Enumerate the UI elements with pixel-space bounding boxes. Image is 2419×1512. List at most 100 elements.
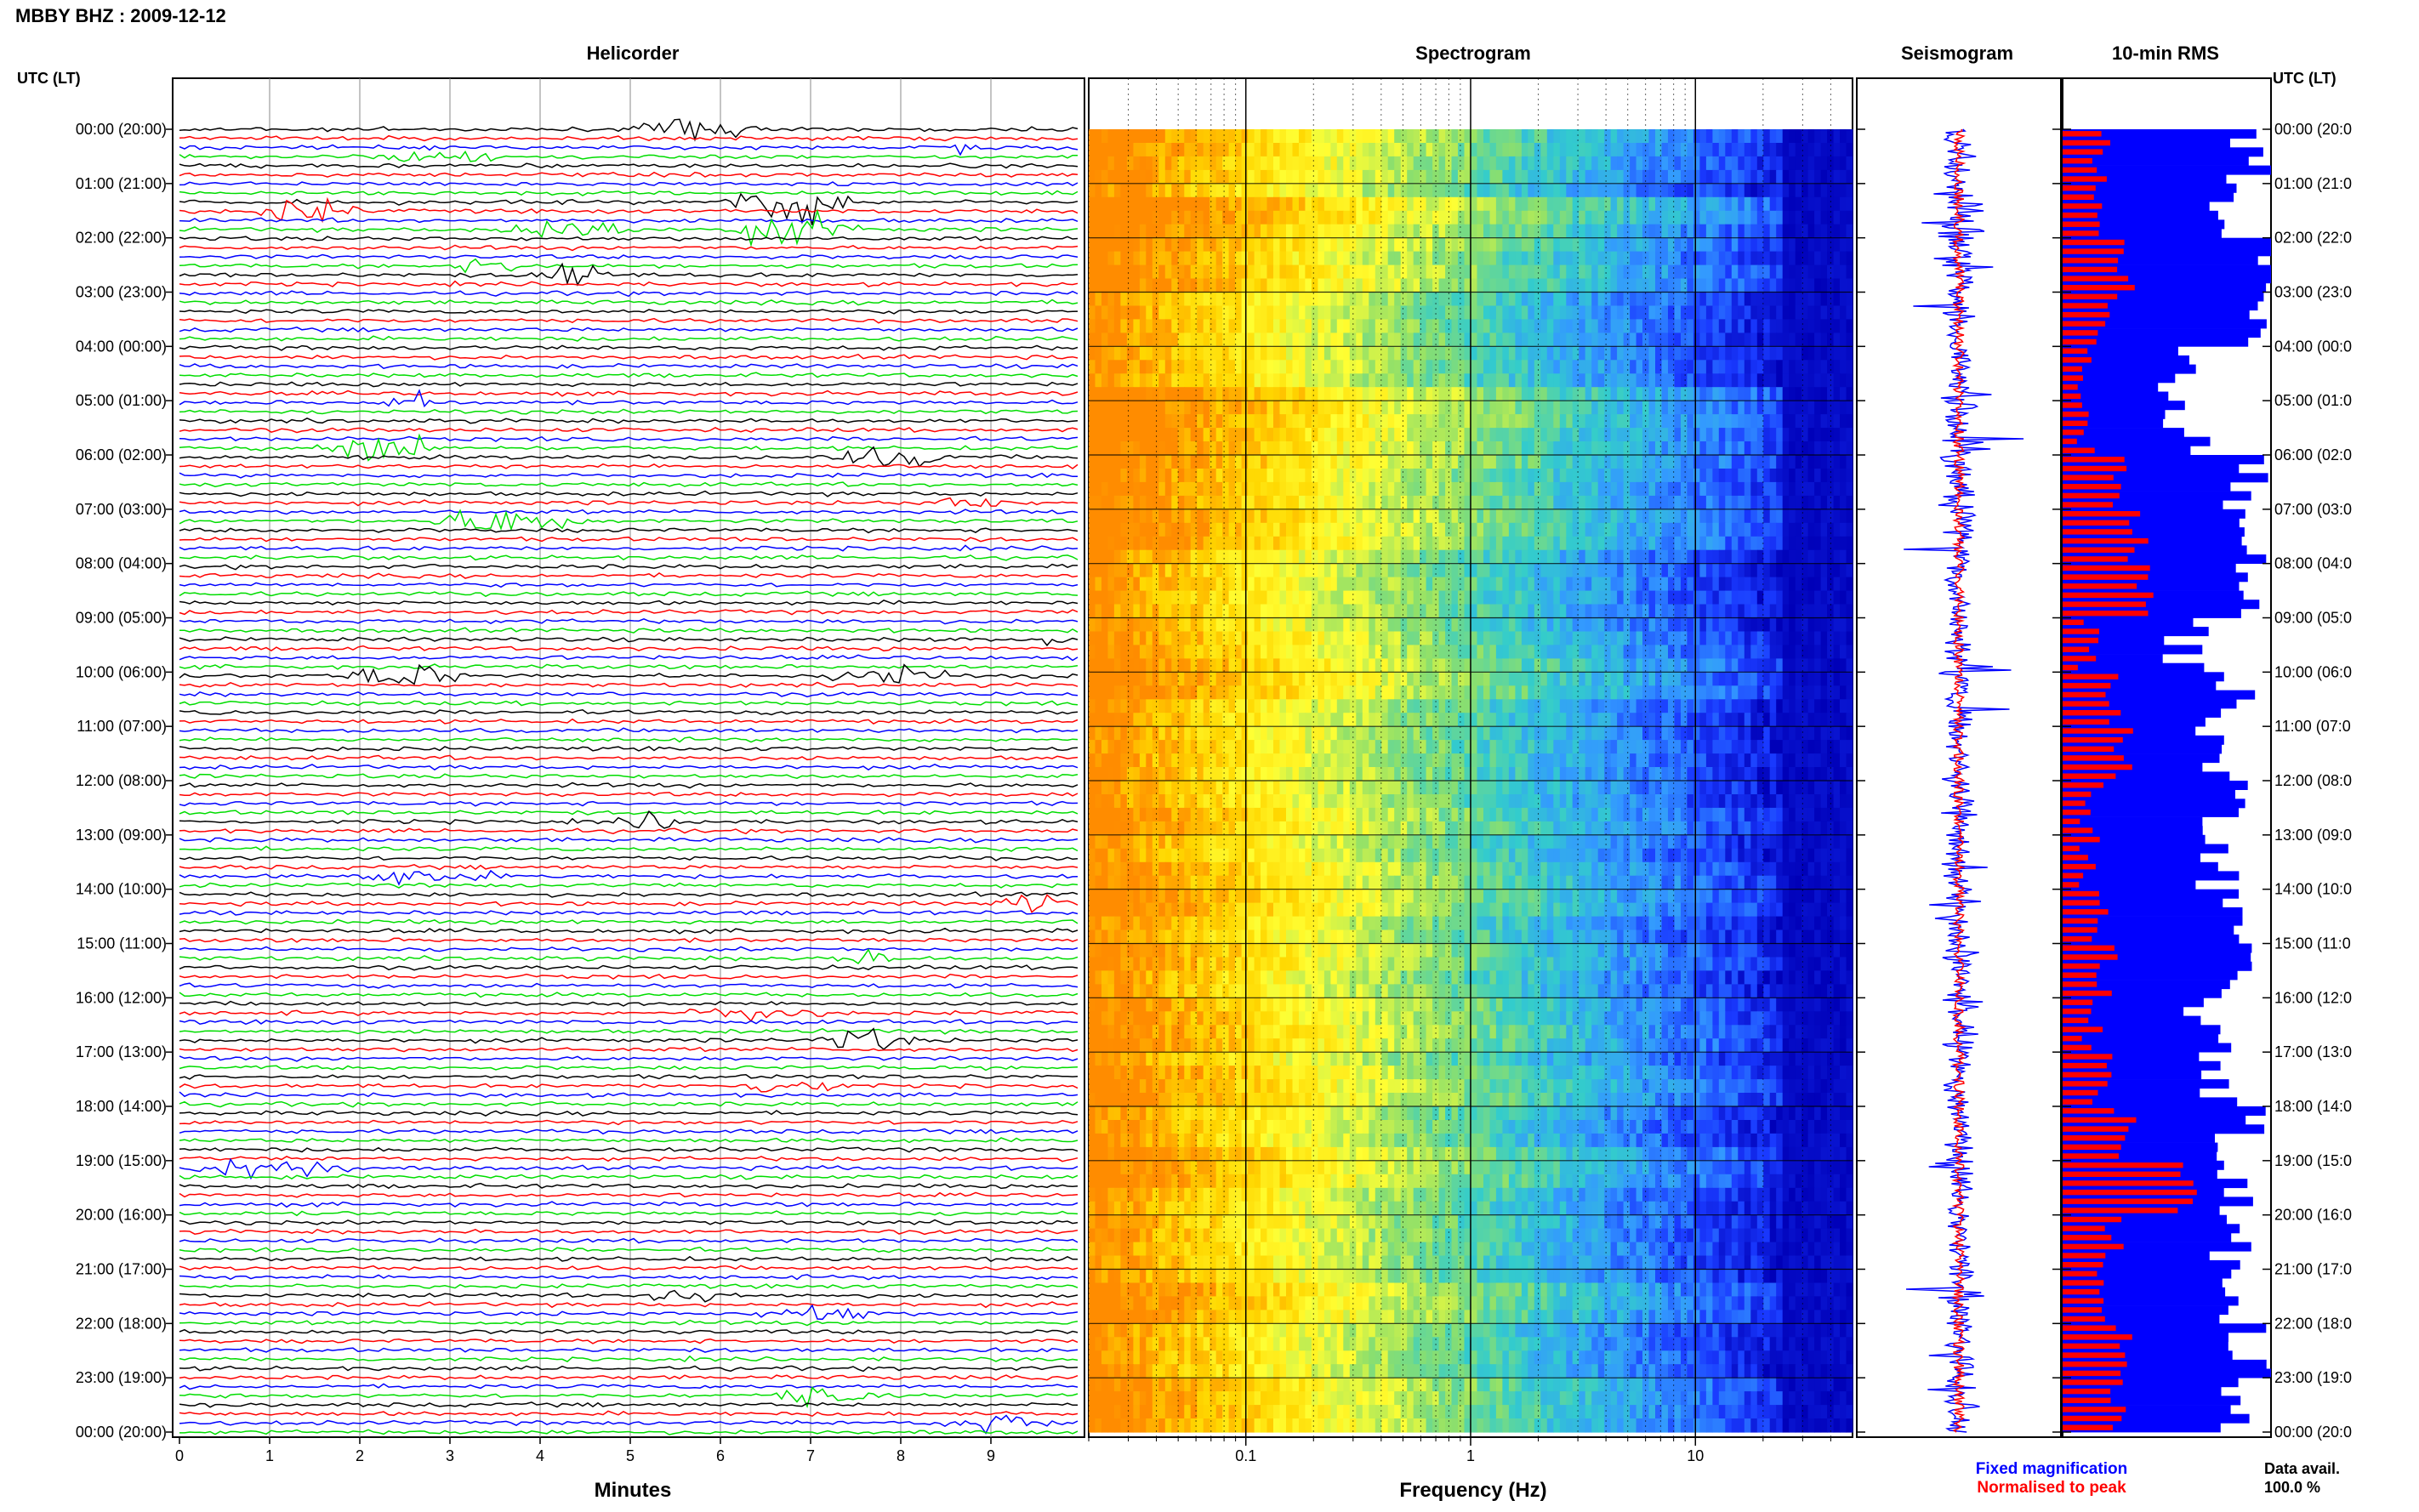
spectrogram-cell [1292, 360, 1300, 374]
spectrogram-cell [1585, 401, 1592, 415]
spectrogram-cell [1343, 387, 1351, 401]
spectrogram-cell [1617, 360, 1625, 374]
spectrogram-cell [1738, 278, 1745, 293]
spectrogram-cell [1604, 401, 1612, 415]
spectrogram-cell [1426, 509, 1433, 524]
spectrogram-cell [1095, 169, 1102, 185]
spectrogram-cell [1668, 631, 1676, 646]
spectrogram-cell [1254, 360, 1261, 374]
spectrogram-cell [1681, 156, 1688, 171]
spectrogram-cell [1133, 428, 1141, 442]
spectrogram-cell [1521, 156, 1528, 171]
spectrogram-cell [1681, 196, 1688, 212]
spectrogram-cell [1782, 658, 1790, 673]
spectrogram-cell [1782, 536, 1790, 551]
spectrogram-cell [1642, 509, 1650, 524]
spectrogram-cell [1451, 617, 1459, 633]
spectrogram-cell [1642, 481, 1650, 497]
spectrogram-cell [1177, 251, 1185, 266]
spectrogram-cell [1311, 305, 1318, 321]
spectrogram-cell [1782, 292, 1790, 307]
spectrogram-cell [1139, 183, 1147, 198]
spectrogram-cell [1795, 522, 1802, 537]
spectrogram-cell [1311, 387, 1318, 401]
spectrogram-cell [1273, 617, 1281, 633]
spectrogram-cell [1254, 292, 1261, 307]
spectrogram-cell [1579, 278, 1586, 293]
spectrogram-cell [1323, 333, 1331, 347]
spectrogram-cell [1356, 251, 1363, 266]
spectrogram-cell [1515, 129, 1523, 144]
spectrogram-cell [1299, 210, 1306, 225]
spectrogram-cell [1489, 631, 1497, 646]
spectrogram-cell [1113, 319, 1121, 333]
spectrogram-cell [1502, 495, 1510, 510]
spectrogram-cell [1795, 210, 1802, 225]
spectrogram-cell [1668, 387, 1676, 401]
spectrogram-cell [1579, 264, 1586, 280]
spectrogram-cell [1674, 401, 1682, 415]
spectrogram-cell [1375, 549, 1382, 565]
spectrogram-cell [1495, 264, 1503, 280]
spectrogram-cell [1617, 305, 1625, 321]
spectrogram-cell [1394, 481, 1402, 497]
spectrogram-cell [1591, 387, 1599, 401]
spectrogram-cell [1387, 522, 1395, 537]
spectrogram-cell [1203, 414, 1210, 429]
spectrogram-cell [1113, 292, 1121, 307]
spectrogram-cell [1489, 169, 1497, 185]
spectrogram-cell [1738, 292, 1745, 307]
spectrogram-cell [1139, 414, 1147, 429]
spectrogram-cell [1705, 346, 1713, 361]
spectrogram-cell [1171, 481, 1179, 497]
spectrogram-cell [1744, 631, 1751, 646]
spectrogram-cell [1801, 319, 1809, 333]
spectrogram-cell [1171, 522, 1179, 537]
spectrogram-cell [1120, 455, 1128, 469]
spectrogram-cell [1579, 360, 1586, 374]
spectrogram-cell [1394, 251, 1402, 266]
utc-label-right: UTC (LT) [2273, 70, 2336, 87]
spectrogram-cell [1311, 129, 1318, 144]
spectrogram-cell [1483, 196, 1491, 212]
spectrogram-cell [1827, 387, 1835, 401]
spectrogram-cell [1801, 183, 1809, 198]
spectrogram-cell [1413, 658, 1420, 673]
spectrogram-cell [1248, 156, 1255, 171]
spectrogram-cell [1164, 469, 1172, 483]
spectrogram-cell [1789, 251, 1796, 266]
spectrogram-cell [1261, 645, 1268, 659]
spectrogram-cell [1323, 577, 1331, 592]
spectrogram-cell [1190, 183, 1198, 198]
spectrogram-cell [1674, 522, 1682, 537]
spectrogram-cell [1101, 536, 1109, 551]
spectrogram-cell [1585, 333, 1592, 347]
spectrogram-cell [1725, 617, 1733, 633]
spectrogram-cell [1222, 143, 1230, 157]
spectrogram-cell [1540, 373, 1548, 388]
spectrogram-cell [1489, 414, 1497, 429]
spectrogram-cell [1139, 129, 1147, 144]
spectrogram-cell [1323, 387, 1331, 401]
spectrogram-cell [1566, 481, 1574, 497]
spectrogram-cell [1177, 169, 1185, 185]
spectrogram-cell [1113, 210, 1121, 225]
spectrogram-cell [1279, 536, 1287, 551]
spectrogram-cell [1699, 509, 1707, 524]
spectrogram-cell [1394, 196, 1402, 212]
spectrogram-cell [1814, 169, 1822, 185]
spectrogram-cell [1305, 563, 1312, 578]
spectrogram-cell [1413, 224, 1420, 239]
spectrogram-cell [1101, 617, 1109, 633]
spectrogram-cell [1534, 522, 1541, 537]
spectrogram-cell [1636, 333, 1643, 347]
spectrogram-cell [1336, 481, 1344, 497]
spectrogram-cell [1515, 183, 1523, 198]
spectrogram-cell [1502, 210, 1510, 225]
spectrogram-cell [1210, 292, 1217, 307]
spectrogram-cell [1756, 481, 1764, 497]
spectrogram-cell [1158, 360, 1166, 374]
spectrogram-cell [1394, 428, 1402, 442]
spectrogram-cell [1604, 414, 1612, 429]
spectrogram-cell [1807, 251, 1815, 266]
